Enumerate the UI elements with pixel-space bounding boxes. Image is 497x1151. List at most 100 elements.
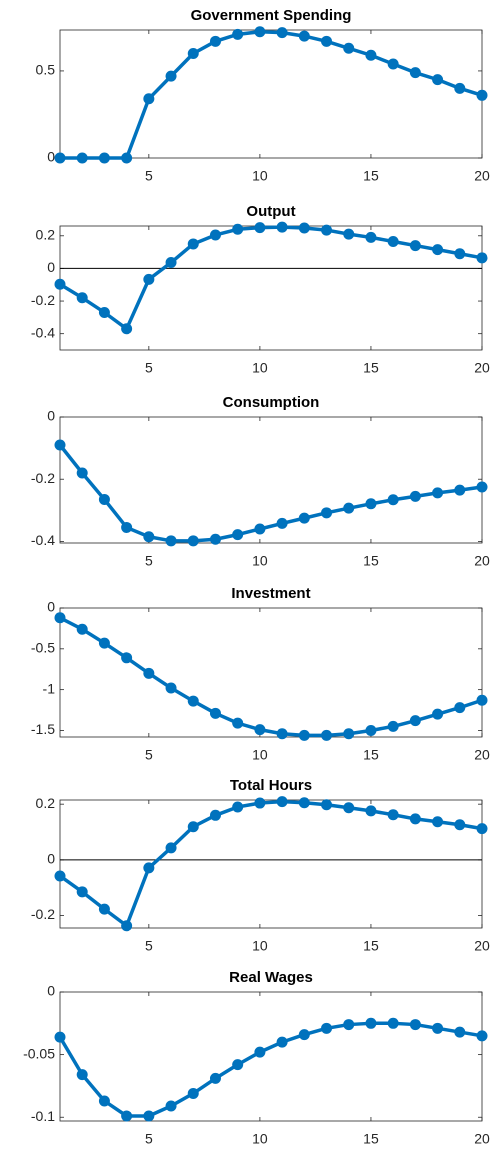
data-point [409, 67, 421, 79]
x-tick-label: 15 [363, 360, 379, 376]
data-point [232, 529, 244, 541]
data-point [121, 323, 133, 335]
x-tick-label: 10 [252, 553, 268, 569]
y-tick-label: 0 [47, 983, 55, 999]
data-point [454, 819, 466, 831]
x-tick-label: 10 [252, 747, 268, 763]
data-point [276, 27, 288, 39]
chart-title: Total Hours [230, 777, 312, 794]
data-point [321, 507, 333, 519]
data-point [165, 1100, 177, 1112]
data-point [321, 35, 333, 47]
chart-title: Real Wages [229, 969, 313, 986]
y-tick-label: 0.2 [36, 226, 56, 242]
data-point [343, 228, 355, 240]
data-point [254, 797, 266, 809]
data-point [321, 799, 333, 811]
data-point [476, 481, 488, 493]
data-point [454, 248, 466, 260]
data-point [232, 223, 244, 235]
data-point [165, 682, 177, 694]
data-point [187, 48, 199, 60]
data-point [276, 796, 288, 808]
x-tick-label: 20 [474, 938, 490, 954]
data-point [365, 49, 377, 61]
data-point [187, 695, 199, 707]
x-tick-label: 5 [145, 553, 153, 569]
x-tick-label: 20 [474, 747, 490, 763]
x-tick-label: 5 [145, 938, 153, 954]
data-point [98, 903, 110, 915]
axes-box [59, 29, 483, 159]
x-tick-label: 5 [145, 1131, 153, 1147]
data-point [232, 1059, 244, 1071]
data-point [143, 1110, 155, 1122]
data-point [232, 717, 244, 729]
data-point [121, 920, 133, 932]
data-point [432, 1022, 444, 1034]
data-point [54, 278, 66, 290]
data-point [165, 535, 177, 547]
data-point [54, 439, 66, 451]
data-point [54, 870, 66, 882]
data-point [432, 487, 444, 499]
data-point [209, 35, 221, 47]
data-point [254, 523, 266, 535]
data-point [143, 531, 155, 543]
y-tick-label: -0.4 [31, 324, 55, 340]
data-point [432, 244, 444, 256]
data-point [343, 728, 355, 740]
x-tick-label: 10 [252, 1131, 268, 1147]
data-point [409, 813, 421, 825]
data-point [276, 517, 288, 529]
data-point [432, 816, 444, 828]
data-point [387, 236, 399, 247]
data-point [143, 667, 155, 679]
data-point [76, 292, 88, 304]
data-point [76, 1069, 88, 1081]
data-point [98, 152, 110, 164]
data-point [165, 257, 177, 269]
x-tick-label: 5 [145, 360, 153, 376]
data-point [298, 512, 310, 524]
y-tick-label: 0.5 [36, 62, 56, 78]
data-point [387, 720, 399, 732]
data-point [209, 809, 221, 821]
x-tick-label: 20 [474, 168, 490, 184]
x-tick-label: 20 [474, 553, 490, 569]
data-point [476, 823, 488, 835]
x-tick-label: 10 [252, 360, 268, 376]
data-point [54, 152, 66, 164]
data-point [143, 273, 155, 285]
y-tick-label: -0.4 [31, 532, 55, 548]
data-point [365, 724, 377, 736]
y-tick-label: -0.2 [31, 906, 55, 922]
data-point [254, 26, 266, 38]
chart-title: Output [246, 203, 295, 220]
y-tick-label: -0.2 [31, 470, 55, 486]
y-tick-label: 0 [47, 408, 55, 424]
data-point [298, 797, 310, 809]
data-point [187, 1087, 199, 1099]
y-tick-label: -0.1 [31, 1108, 55, 1124]
data-point [476, 694, 488, 706]
data-point [298, 30, 310, 42]
y-tick-label: 0 [47, 149, 55, 165]
data-point [454, 484, 466, 496]
data-point [298, 1029, 310, 1041]
y-tick-label: 0 [47, 259, 55, 275]
y-tick-label: -1 [43, 680, 56, 696]
data-point [143, 862, 155, 874]
x-tick-label: 10 [252, 938, 268, 954]
x-tick-label: 15 [363, 938, 379, 954]
data-point [409, 715, 421, 727]
x-tick-label: 20 [474, 1131, 490, 1147]
data-point [254, 724, 266, 736]
data-point [365, 805, 377, 817]
data-point [232, 801, 244, 813]
data-point [298, 222, 310, 234]
data-point [76, 467, 88, 479]
data-point [365, 498, 377, 510]
x-tick-label: 20 [474, 360, 490, 376]
